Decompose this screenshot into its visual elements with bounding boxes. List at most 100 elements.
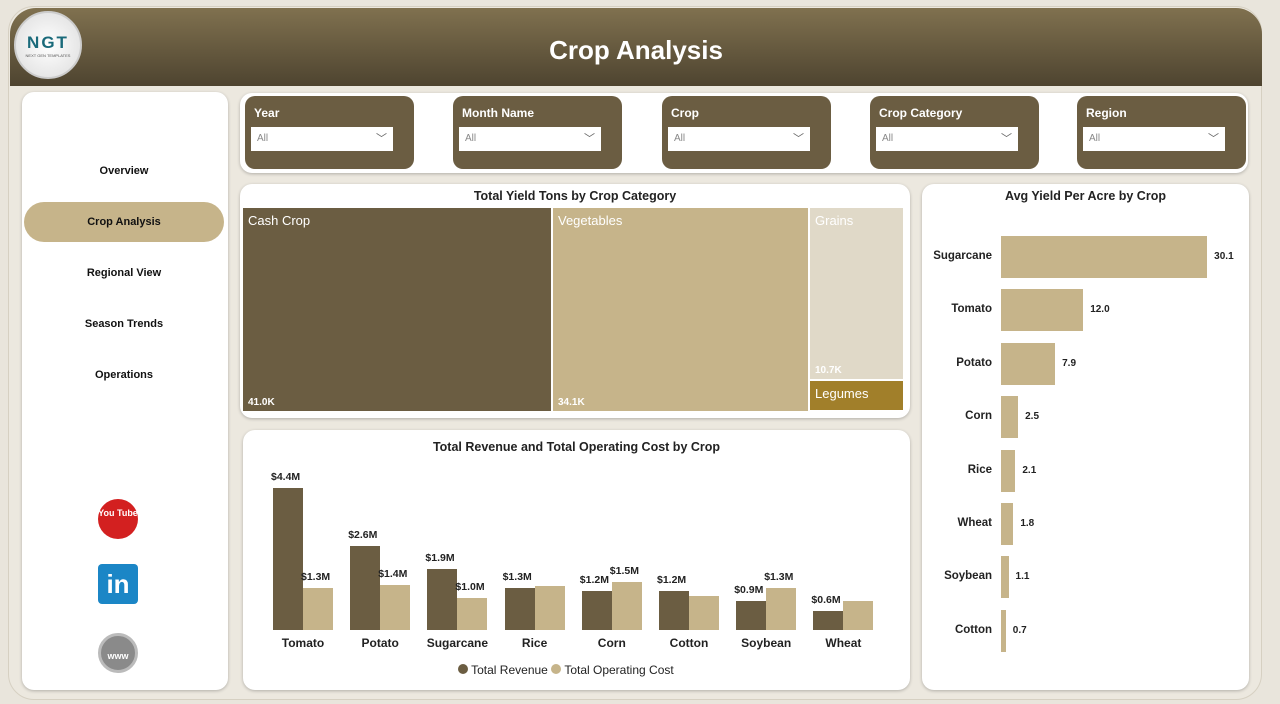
treemap-tile-name: Grains [815,213,854,228]
data-label: 0.7 [1012,624,1027,636]
filter-region-dropdown[interactable]: All ﹀ [1083,127,1225,151]
filter-month-name-dropdown[interactable]: All ﹀ [459,127,601,151]
chevron-down-icon: ﹀ [584,133,595,145]
treemap-tile-grains[interactable]: Grains 10.7K [810,208,903,379]
dropdown-value: All [1089,133,1101,144]
legend-cost: Total Operating Cost [564,663,674,677]
bar-avg-yield[interactable] [1001,289,1084,332]
logo-subtext: NEXT GEN TEMPLATES [25,53,71,58]
treemap-panel: Total Yield Tons by Crop Category Cash C… [240,184,910,418]
bar-cost[interactable] [611,581,642,630]
nav-crop-analysis[interactable]: Crop Analysis [24,202,224,242]
bar-revenue[interactable] [813,610,844,630]
filter-year-dropdown[interactable]: All ﹀ [251,127,393,151]
data-label: $1.2M [657,574,687,587]
filter-label: Month Name [462,106,534,120]
data-label: 7.9 [1062,357,1077,369]
logo: NGT NEXT GEN TEMPLATES [14,11,82,79]
bar-avg-yield[interactable] [1001,396,1019,439]
bar-cost[interactable] [766,588,797,630]
bar-avg-yield[interactable] [1001,236,1208,278]
treemap-tile-name: Legumes [815,386,869,401]
website-icon[interactable]: www [98,633,138,673]
data-label: $1.2M [579,574,609,587]
y-tick-label: Wheat [957,517,993,529]
data-label: 2.1 [1022,464,1037,476]
sidebar: Overview Crop Analysis Regional View Sea… [22,92,228,690]
bar-revenue[interactable] [350,546,381,630]
avg-yield-panel: Avg Yield Per Acre by Crop Sugarcane 30.1… [922,184,1249,690]
bar-cost[interactable] [457,597,488,630]
data-label: 30.1 [1214,251,1234,262]
bar-revenue[interactable] [427,568,458,630]
filter-crop: Crop All ﹀ [662,96,831,169]
bar-revenue[interactable] [659,591,689,630]
filter-bar: Year All ﹀ Month Name All ﹀ Crop All ﹀ Crop Categ… [240,93,1248,173]
data-label: 2.5 [1025,411,1040,423]
treemap-tile-value: 41.0K [248,397,275,408]
treemap-tile-value: 34.1K [558,397,585,408]
filter-month-name: Month Name All ﹀ [453,96,622,169]
filter-crop-category: Crop Category All ﹀ [870,96,1039,169]
bar-revenue[interactable] [581,591,612,630]
y-tick-label: Sugarcane [933,250,992,262]
nav-operations[interactable]: Operations [94,369,154,381]
bar-revenue[interactable] [736,600,767,630]
bar-cost[interactable] [843,600,874,630]
data-label: $1.3M [301,571,331,583]
bar-revenue[interactable] [504,588,535,630]
legend-cost-swatch [551,664,562,674]
treemap-tile-legumes[interactable]: Legumes [810,381,903,410]
bar-avg-yield[interactable] [1001,556,1009,599]
bar-cost[interactable] [303,588,333,630]
linkedin-icon[interactable]: in [98,564,138,604]
y-tick-label: Cotton [954,623,992,636]
data-label: 1.1 [1015,571,1030,583]
treemap-tile-name: Vegetables [558,213,623,228]
x-tick-label: Wheat [825,636,862,650]
dropdown-value: All [257,133,269,144]
page-title: Crop Analysis [549,35,723,65]
filter-crop-dropdown[interactable]: All ﹀ [668,127,810,151]
bar-cost[interactable] [534,586,565,630]
chevron-down-icon: ﹀ [376,133,387,145]
treemap-tile-name: Cash Crop [248,213,311,228]
legend-revenue-swatch [458,664,468,674]
bar-cost[interactable] [380,584,411,630]
chevron-down-icon: ﹀ [1001,133,1012,145]
filter-label: Region [1086,106,1127,120]
filter-crop-category-dropdown[interactable]: All ﹀ [876,127,1018,151]
filter-label: Crop Category [879,106,963,120]
data-label: $1.3M [764,571,794,583]
data-label: $1.3M [502,571,532,583]
y-tick-label: Tomato [951,303,992,316]
dropdown-value: All [882,133,894,144]
bar-avg-yield[interactable] [1001,342,1056,385]
dropdown-value: All [674,133,686,144]
chevron-down-icon: ﹀ [1208,133,1219,145]
data-label: $0.9M [734,583,764,596]
bar-revenue[interactable] [273,487,303,630]
bar-cost[interactable] [689,596,719,630]
treemap-tile-cash-crop[interactable]: Cash Crop 41.0K [243,208,551,411]
nav-regional-view[interactable]: Regional View [86,267,162,279]
dropdown-value: All [465,133,477,144]
bar-avg-yield[interactable] [1001,503,1014,545]
x-tick-label: Cotton [669,636,709,650]
data-label: 1.8 [1020,518,1035,529]
data-label: $2.6M [348,529,378,542]
bar-avg-yield[interactable] [1001,609,1006,652]
x-tick-label: Rice [521,636,548,650]
treemap-title: Total Yield Tons by Crop Category [473,189,677,203]
nav-overview[interactable]: Overview [99,165,149,177]
nav-season-trends[interactable]: Season Trends [84,318,164,330]
youtube-icon[interactable]: You Tube [98,499,138,539]
x-tick-label: Potato [361,636,399,650]
x-tick-label: Corn [597,636,626,650]
y-tick-label: Corn [965,410,992,423]
treemap-tile-vegetables[interactable]: Vegetables 34.1K [553,208,808,411]
data-label: $1.4M [378,567,408,580]
data-label: $1.9M [425,551,455,564]
logo-text: NGT [27,33,69,52]
bar-avg-yield[interactable] [1001,449,1016,492]
